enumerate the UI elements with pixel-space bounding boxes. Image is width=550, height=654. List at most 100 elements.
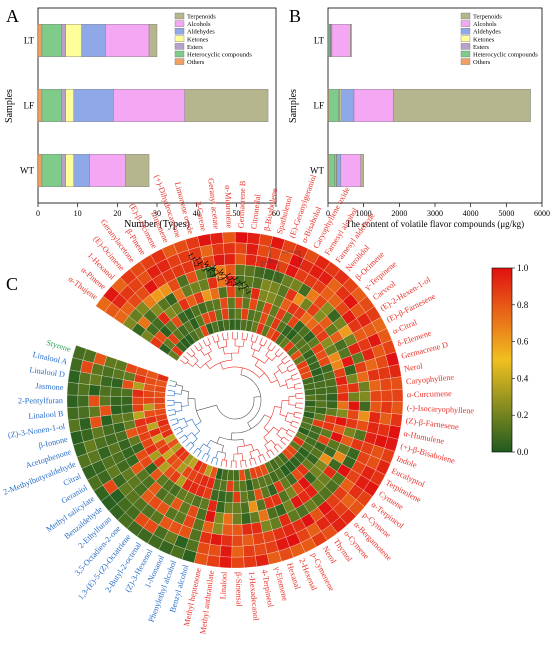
panel-b-legend-label: Terpenoids <box>473 14 502 21</box>
panel-b-tick-label: 2000 <box>391 209 407 218</box>
dendrogram-branch <box>286 432 293 438</box>
heatmap-cell <box>358 381 371 393</box>
colorbar-tick-label: 0.8 <box>517 300 529 310</box>
dendrogram-branch <box>169 380 177 383</box>
heatmap-cell <box>234 318 242 331</box>
dendrogram-branch <box>265 349 270 356</box>
dendrogram-branch <box>206 439 211 447</box>
heatmap-cell <box>209 533 223 546</box>
heatmap-cell <box>347 401 360 411</box>
dendrogram-branch <box>293 382 301 386</box>
dendrogram-branch <box>283 436 290 442</box>
dendrogram-branch <box>216 341 220 349</box>
heatmap-cell <box>99 405 112 417</box>
dendrogram-branch <box>290 373 298 377</box>
dendrogram-branch <box>249 451 253 459</box>
panel-a-bar-LF-aldehydes <box>73 89 114 122</box>
dendrogram-branch <box>253 396 261 398</box>
dendrogram-branch <box>273 446 279 453</box>
dendrogram-branch <box>276 434 283 439</box>
compound-label: α-Muurolene <box>223 185 234 229</box>
panel-b-bar-LF-heterocyclic-compounds <box>328 89 339 122</box>
dendrogram-branch <box>270 439 276 446</box>
heatmap-cell <box>359 391 371 402</box>
dendrogram-arc <box>223 339 229 341</box>
dendrogram-branch <box>202 339 207 347</box>
compound-label: β-Sinensal <box>234 572 244 608</box>
panel-a-tick-label: 60 <box>272 209 280 218</box>
dendrogram-branch <box>240 367 243 375</box>
dendrogram-branch <box>173 426 181 431</box>
heatmap-cell <box>88 405 101 418</box>
dendrogram-arc <box>218 346 228 349</box>
heatmap-cell <box>68 418 82 433</box>
dendrogram-branch <box>270 449 275 456</box>
dendrogram-branch <box>225 339 228 347</box>
dendrogram-branch <box>263 339 268 347</box>
panel-a-bar-WT-ketones <box>65 154 74 187</box>
dendrogram-branch <box>193 447 198 454</box>
dendrogram-branch <box>280 440 287 446</box>
dendrogram-branch <box>292 377 300 381</box>
panel-a-tick-label: 30 <box>153 209 161 218</box>
dendrogram-branch <box>279 384 287 387</box>
dendrogram-branch <box>273 426 280 432</box>
dendrogram-branch <box>203 406 211 410</box>
panel-b-tick-label: 3000 <box>427 209 443 218</box>
panel-a-legend: TerpenoidsAlcoholsAldehydesKetonesEsters… <box>174 12 252 66</box>
dendrogram-branch <box>264 414 271 419</box>
panel-a-category-label: WT <box>20 166 34 176</box>
panel-a-tick-label: 0 <box>36 209 40 218</box>
compound-label: Linalool <box>218 571 229 600</box>
panel-b-chart: 0 1000 2000 3000 4000 5000 6000 LT LF WT Terpeno… <box>288 7 550 229</box>
dendrogram-arc <box>175 382 177 387</box>
heatmap-cell <box>121 396 133 406</box>
dendrogram-branch <box>286 363 294 369</box>
dendrogram-branch <box>222 333 224 341</box>
dendrogram-arc <box>259 343 264 347</box>
colorbar: 0.0 0.2 0.4 0.6 0.8 1.0 <box>491 263 529 457</box>
dendrogram-branch <box>247 422 252 430</box>
panel-a-legend-swatch <box>174 35 185 42</box>
panel-letter-b: B <box>289 6 301 26</box>
compound-label: Nerol <box>403 361 424 373</box>
panel-a-bar-WT-aldehydes <box>73 154 90 187</box>
dendrogram-branch <box>250 334 254 342</box>
dendrogram-branch <box>259 337 263 345</box>
panel-b-legend-label: Esters <box>473 44 489 51</box>
panel-b-legend-label: Aldehydes <box>473 29 501 36</box>
dendrogram-arc <box>280 436 284 441</box>
dendrogram-arc <box>180 402 183 411</box>
heatmap-cell <box>252 532 265 546</box>
dendrogram-branch <box>255 335 258 343</box>
dendrogram-branch <box>206 455 210 462</box>
compound-label: 2-Pentylfuran <box>18 396 63 405</box>
panel-a-bar-WT-others <box>37 154 43 187</box>
dendrogram-arc <box>183 418 188 426</box>
dendrogram-arc <box>200 359 212 369</box>
heatmap-cell <box>380 389 393 402</box>
dendrogram-branch <box>246 333 249 341</box>
dendrogram-arc <box>216 397 255 420</box>
heatmap-cell <box>121 404 134 414</box>
heatmap-cell <box>315 393 327 402</box>
dendrogram-branch <box>215 451 219 458</box>
heatmap-cell <box>245 254 258 267</box>
heatmap-cell <box>232 502 242 514</box>
heatmap-cell <box>347 382 360 393</box>
dendrogram-branch <box>250 341 254 349</box>
dendrogram-arc <box>258 454 263 457</box>
heatmap-cell <box>231 545 244 558</box>
panel-b-legend-label: Alcohols <box>473 21 497 28</box>
colorbar-bar <box>491 267 513 453</box>
dendrogram-arc <box>187 391 190 406</box>
panel-a-legend-label: Terpenoids <box>187 14 216 21</box>
dendrogram-arc <box>198 348 203 352</box>
dendrogram-branch <box>185 418 193 423</box>
panel-a-bars <box>37 24 269 187</box>
dendrogram-branch <box>271 379 278 384</box>
dendrogram-branch <box>294 387 302 390</box>
dendrogram-branch <box>290 424 298 429</box>
panel-b-bar-WT-terpenoids <box>360 154 364 187</box>
heatmap-cell <box>88 384 101 396</box>
